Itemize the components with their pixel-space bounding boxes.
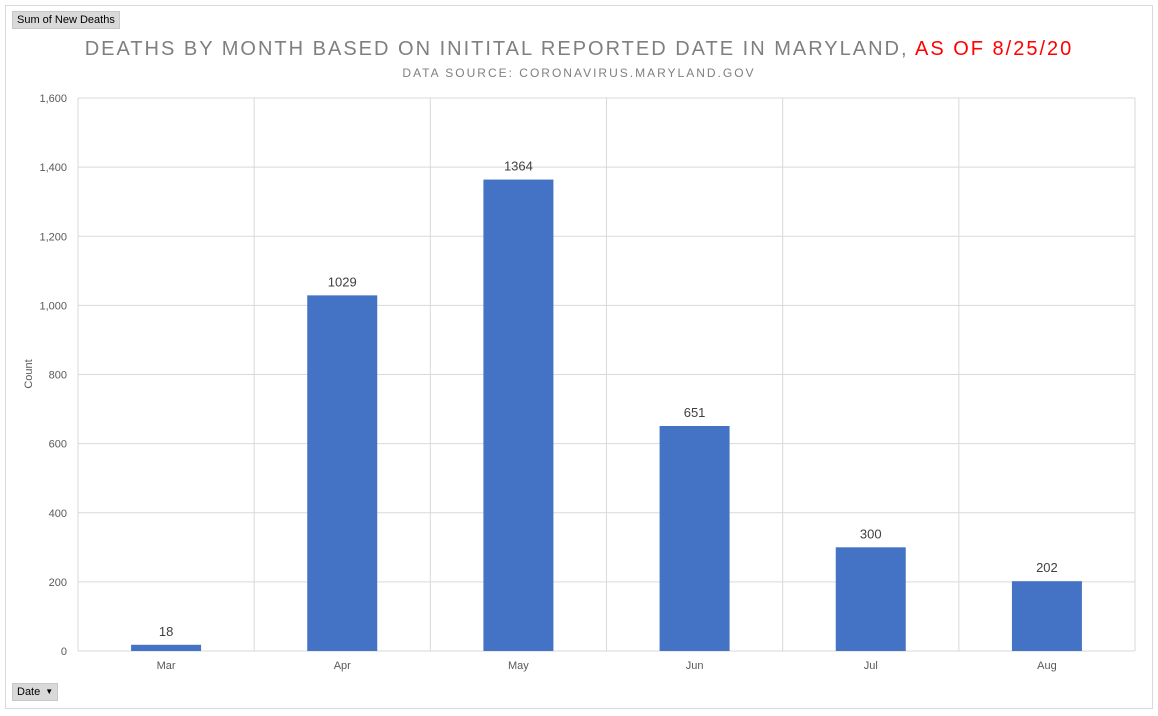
x-tick-label: Mar bbox=[157, 660, 176, 672]
x-tick-label: Jun bbox=[686, 660, 704, 672]
bar-may[interactable] bbox=[483, 179, 554, 651]
values-field-button[interactable]: Sum of New Deaths bbox=[12, 11, 120, 29]
values-field-label: Sum of New Deaths bbox=[17, 14, 115, 26]
bar-jul[interactable] bbox=[835, 547, 906, 651]
data-label: 651 bbox=[684, 405, 706, 420]
data-label: 1029 bbox=[328, 274, 357, 289]
data-label: 1364 bbox=[504, 159, 533, 174]
y-tick-label: 1,400 bbox=[39, 162, 67, 174]
y-tick-label: 600 bbox=[49, 439, 67, 451]
y-axis-title: Count bbox=[23, 359, 35, 388]
data-label: 202 bbox=[1036, 560, 1058, 575]
y-tick-label: 1,200 bbox=[39, 231, 67, 243]
chart-area bbox=[5, 5, 1153, 709]
dropdown-arrow-icon: ▼ bbox=[45, 687, 54, 696]
date-field-label: Date bbox=[17, 686, 41, 698]
x-tick-label: Aug bbox=[1037, 660, 1057, 672]
chart-title-date: AS OF 8/25/20 bbox=[914, 38, 1074, 60]
bar-apr[interactable] bbox=[307, 295, 378, 651]
data-label: 300 bbox=[860, 526, 882, 541]
y-tick-label: 1,000 bbox=[39, 300, 67, 312]
x-tick-label: Apr bbox=[334, 660, 351, 672]
bar-jun[interactable] bbox=[659, 425, 730, 651]
date-field-button[interactable]: Date ▼ bbox=[12, 683, 59, 701]
bars bbox=[131, 179, 1082, 651]
data-label: 18 bbox=[159, 624, 173, 639]
chart-title-main: DEATHS BY MONTH BASED ON INITITAL REPORT… bbox=[84, 38, 909, 60]
y-tick-label: 1,600 bbox=[39, 93, 67, 105]
gridlines bbox=[77, 97, 1136, 652]
y-tick-label: 0 bbox=[61, 646, 67, 658]
bar-mar[interactable] bbox=[131, 644, 202, 651]
x-tick-label: May bbox=[508, 660, 529, 672]
labels: 0 200 400 600 800 1,000 1,200 1,400 1,600 18 Mar 10… bbox=[39, 93, 1057, 672]
chart-title: DEATHS BY MONTH BASED ON INITITAL REPORT… bbox=[0, 38, 1158, 61]
y-tick-label: 400 bbox=[49, 508, 67, 520]
x-tick-label: Jul bbox=[864, 660, 878, 672]
y-tick-label: 200 bbox=[49, 577, 67, 589]
bar-aug[interactable] bbox=[1011, 581, 1082, 651]
chart-subtitle: DATA SOURCE: CORONAVIRUS.MARYLAND.GOV bbox=[402, 66, 756, 80]
y-tick-label: 800 bbox=[49, 370, 67, 382]
